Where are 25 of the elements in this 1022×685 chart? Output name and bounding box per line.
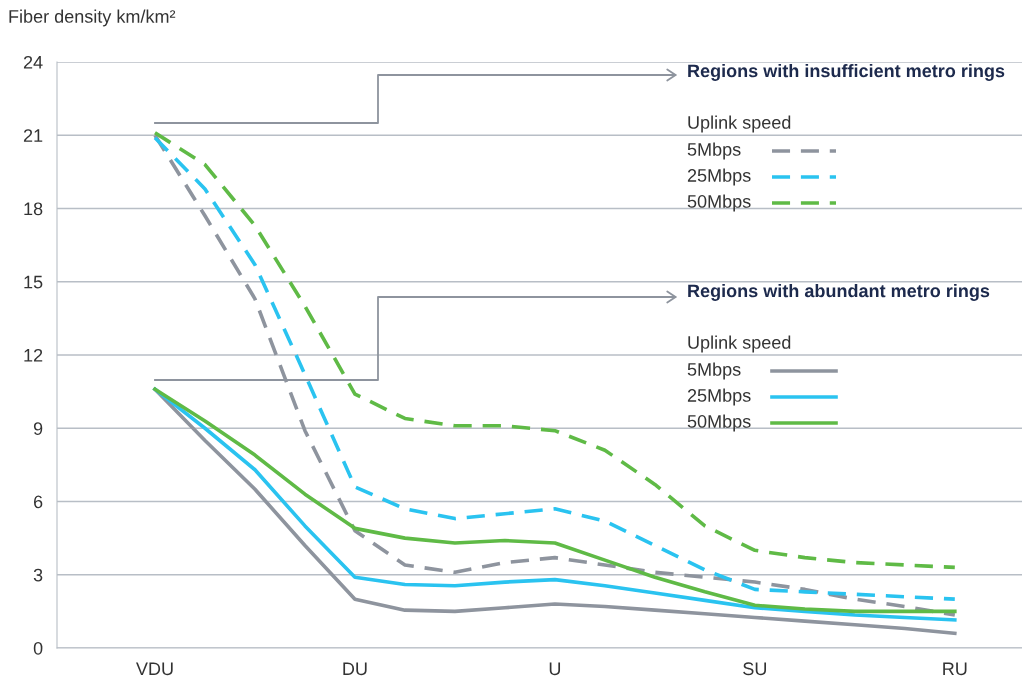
legend-label: 25Mbps: [687, 388, 751, 406]
x-tick-label: VDU: [136, 662, 173, 676]
y-tick-label: 3: [33, 568, 43, 582]
x-tick-label: SU: [743, 662, 766, 676]
annotation: Regions with abundant metro rings: [688, 284, 990, 301]
legend-label: 25Mbps: [687, 168, 751, 186]
annotation: Uplink speed: [688, 115, 791, 133]
y-tick-label: 9: [33, 422, 43, 435]
y-tick-label: 18: [24, 202, 43, 216]
y-tick-label: 15: [24, 275, 43, 289]
annotation: Regions with insufficient metro rings: [688, 64, 1005, 81]
y-tick-label: 12: [24, 348, 43, 362]
x-tick-label: RU: [943, 662, 967, 676]
y-axis-title: Fiber density km/km²: [9, 9, 176, 27]
y-tick-label: 21: [23, 129, 43, 142]
x-tick-label: DU: [343, 662, 367, 676]
legend-label: 5Mbps: [687, 362, 741, 380]
y-tick-label: 6: [33, 495, 43, 509]
legend-label: 5Mbps: [687, 142, 741, 160]
x-tick-label: U: [549, 662, 561, 676]
y-tick-label: 0: [33, 641, 43, 655]
annotation: Uplink speed: [688, 335, 791, 353]
legend-label: 50Mbps: [687, 414, 751, 432]
legend-label: 50Mbps: [687, 194, 751, 212]
y-tick-label: 24: [23, 55, 43, 69]
